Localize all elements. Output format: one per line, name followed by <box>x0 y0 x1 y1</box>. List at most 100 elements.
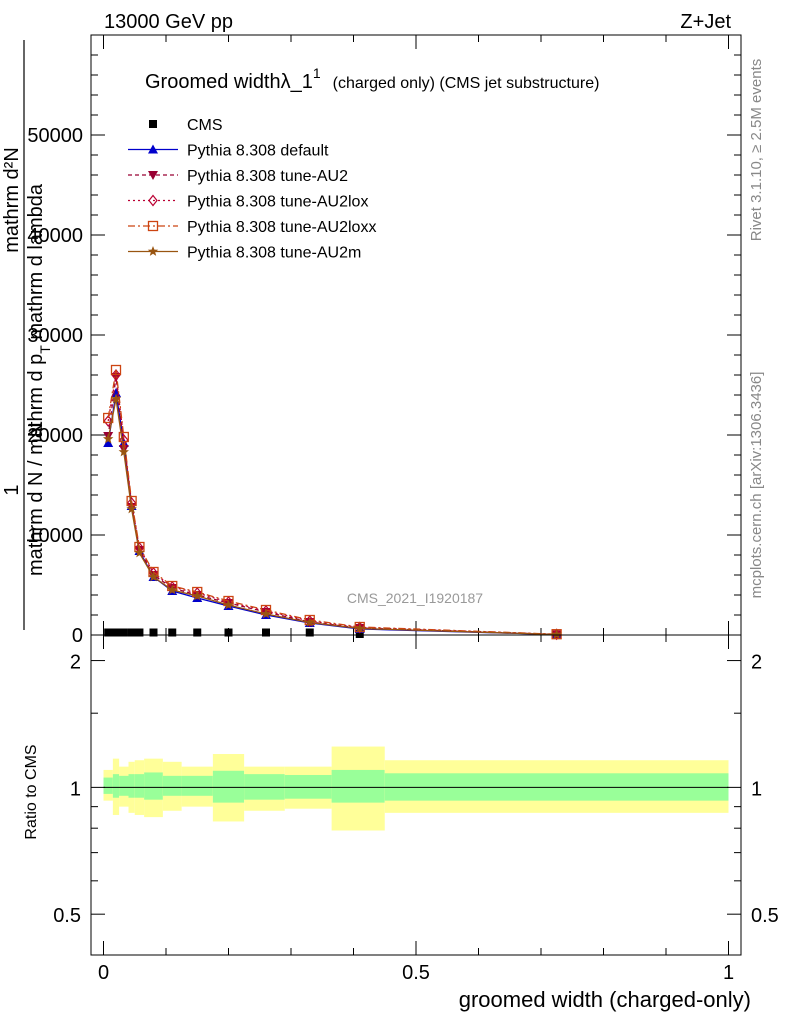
data-point-0-6 <box>168 628 177 637</box>
data-point-1-2 <box>118 438 129 447</box>
ratio-band-inner <box>212 770 245 803</box>
analysis-id: CMS_2021_I1920187 <box>347 590 483 606</box>
main-ytick-label: 30000 <box>27 325 83 347</box>
data-point-5-2 <box>118 446 129 457</box>
main-ytick-label: 50000 <box>27 125 83 147</box>
ratio-band-inner <box>162 775 182 796</box>
ratio-band-inner <box>181 775 213 796</box>
legend-entry: Pythia 8.308 default <box>187 143 329 160</box>
data-point-3-0 <box>103 415 113 427</box>
data-point-4-2 <box>118 431 129 443</box>
legend-entry: Pythia 8.308 tune-AU2m <box>187 245 361 262</box>
ratio-axes: 0.5 0.5 1 1 2 2 0 0.5 1 <box>53 635 779 984</box>
data-point-5-5 <box>148 571 159 582</box>
series-line-3 <box>107 374 557 635</box>
ratio-band-inner <box>144 772 163 800</box>
legend-marker <box>147 246 159 256</box>
data-point-0-7 <box>193 628 202 637</box>
data-point-5-6 <box>167 584 178 595</box>
ratio-ylabel: Ratio to CMS <box>23 744 40 839</box>
ratio-ytick-label-right: 0.5 <box>751 905 779 927</box>
legend-marker <box>148 144 158 154</box>
legend: CMS Pythia 8.308 default Pythia 8.308 tune… <box>128 117 376 262</box>
series-line-1 <box>107 392 557 636</box>
data-point-5-3 <box>126 503 137 514</box>
data-point-4-1 <box>110 364 122 376</box>
data-point-5-7 <box>192 590 203 601</box>
ratio-ytick-label-right: 1 <box>751 778 762 800</box>
ylabel-main: mathrm d N / mathrm d pT mathrm d lambda <box>25 183 53 576</box>
data-point-0-5 <box>149 628 158 637</box>
ratio-xtick-label: 0 <box>98 962 109 984</box>
rivet-label: Rivet 3.1.10, ≥ 2.5M events <box>748 59 765 242</box>
data-point-5-4 <box>134 547 145 558</box>
data-point-0-4 <box>135 628 144 637</box>
main-ytick-label: 20000 <box>27 425 83 447</box>
ratio-xtick-label: 0.5 <box>402 962 430 984</box>
data-point-5-10 <box>304 617 315 627</box>
data-point-5-11 <box>354 623 365 633</box>
header-left: 13000 GeV pp <box>104 11 233 33</box>
legend-entry: Pythia 8.308 tune-AU2lox <box>187 194 368 211</box>
plot-title: Groomed widthλ_11 (charged only) (CMS jet… <box>145 65 599 93</box>
legend-entry: Pythia 8.308 tune-AU2loxx <box>187 219 376 236</box>
ratio-band-inner <box>284 774 332 799</box>
data-point-5-1 <box>110 393 122 404</box>
data-point-5-8 <box>223 599 234 610</box>
main-series <box>103 364 562 641</box>
ratio-xtick-label: 1 <box>723 962 734 984</box>
ylabel-n: N <box>25 423 47 437</box>
ylabel-tail: mathrm d lambda <box>25 183 47 345</box>
ratio-band-inner <box>128 774 135 798</box>
ratio-band-inner <box>103 777 113 794</box>
ratio-ytick-label-right: 2 <box>751 652 762 674</box>
ylabel-sub: T <box>37 345 53 354</box>
ylabel-top: mathrm d²N <box>1 147 23 253</box>
ratio-panel: 0.5 0.5 1 1 2 2 0 0.5 1 Ratio to CMS groomed wid… <box>23 634 779 1012</box>
main-ytick-label: 40000 <box>27 225 83 247</box>
legend-marker <box>147 220 159 232</box>
ratio-bands <box>103 746 729 831</box>
ratio-ytick-label: 2 <box>70 652 81 674</box>
xlabel: groomed width (charged-only) <box>459 987 751 1012</box>
main-panel: 0 10000 20000 30000 40000 50000 Groomed width… <box>27 34 742 647</box>
data-point-0-11 <box>355 630 364 638</box>
ratio-ytick-label: 0.5 <box>53 905 81 927</box>
ylabel-main-text: mathrm d N / mathrm d p <box>25 354 47 576</box>
data-point-5-0 <box>103 433 114 444</box>
plot-title-main: Groomed widthλ_1 <box>145 71 313 93</box>
ratio-ytick-label: 1 <box>70 778 81 800</box>
legend-marker <box>149 120 157 128</box>
legend-marker <box>148 171 158 180</box>
legend-entry: CMS <box>187 117 223 134</box>
header-right: Z+Jet <box>680 11 731 33</box>
mcplots-label: mcplots.cern.ch [arXiv:1306.3436] <box>748 372 765 599</box>
series-line-2 <box>107 376 557 636</box>
main-axes: 0 10000 20000 30000 40000 50000 <box>27 35 741 647</box>
ylabel-one: 1 <box>1 484 23 495</box>
data-point-0-3 <box>127 628 136 637</box>
ratio-band-inner <box>331 769 385 803</box>
data-point-0-8 <box>224 628 233 637</box>
plot-title-sup: 1 <box>313 65 321 81</box>
main-ytick-label: 0 <box>72 625 83 647</box>
main-ytick-label: 10000 <box>27 525 83 547</box>
ratio-band-inner <box>119 775 129 796</box>
data-point-0-10 <box>305 628 314 637</box>
data-point-0-2 <box>119 628 128 637</box>
series-line-5 <box>107 398 557 636</box>
data-point-5-12 <box>551 629 562 639</box>
data-point-1-0 <box>103 438 114 447</box>
plot-title-rest: (charged only) (CMS jet substructure) <box>333 75 600 92</box>
data-point-3-10 <box>304 615 315 627</box>
data-point-0-9 <box>262 628 270 637</box>
ratio-band-inner <box>112 774 120 798</box>
data-point-0-0 <box>104 628 113 637</box>
data-point-3-11 <box>354 621 365 634</box>
ratio-band-inner <box>134 774 145 798</box>
legend-entry: Pythia 8.308 tune-AU2 <box>187 168 348 185</box>
data-point-5-9 <box>260 608 272 619</box>
data-point-0-1 <box>112 628 120 637</box>
legend-marker <box>148 194 158 207</box>
